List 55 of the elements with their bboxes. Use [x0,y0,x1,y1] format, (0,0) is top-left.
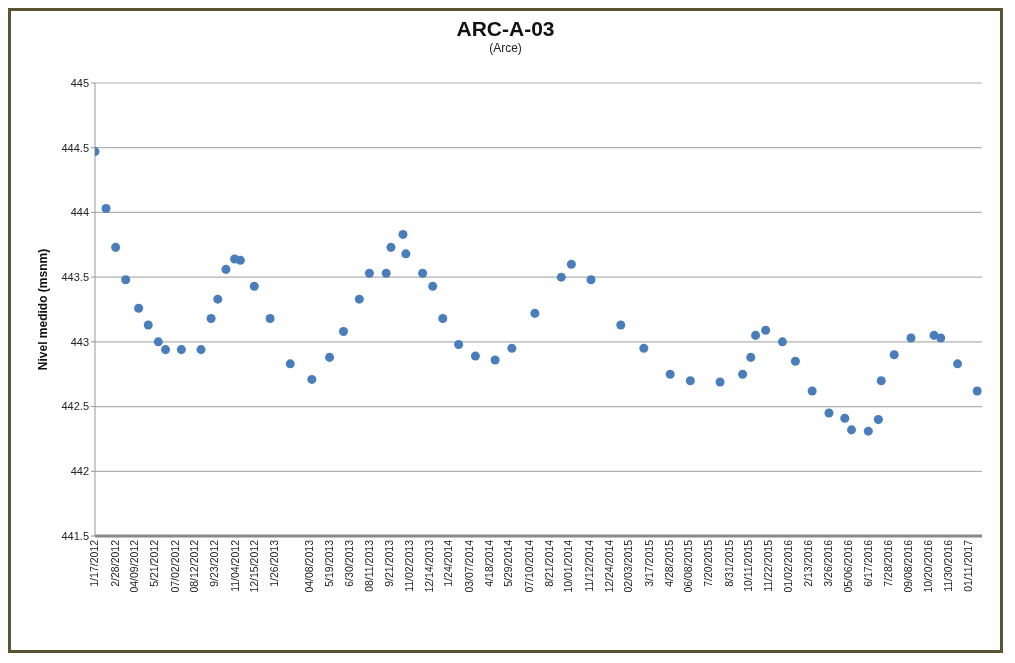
x-tick-label: 8/31/2015 [722,539,735,587]
x-tick-label: 9/23/2012 [208,539,221,587]
y-tick-label: 444.5 [61,141,89,154]
y-tick-label: 441.5 [61,529,89,542]
x-tick-label: 11/02/2013 [402,539,415,592]
y-tick-label: 445 [70,76,89,89]
chart-title: ARC-A-03 [455,17,556,41]
x-tick-label: 5/19/2013 [322,539,335,587]
x-tick-label: 12/24/2014 [602,539,615,593]
x-tick-label: 05/06/2016 [842,539,855,593]
x-tick-label: 5/21/2012 [148,539,161,587]
x-tick-label: 2/13/2016 [802,539,815,587]
x-tick-label: 10/01/2014 [562,539,575,593]
x-tick-label: 5/29/2014 [502,539,515,587]
y-tick-label: 444 [70,206,89,219]
x-tick-label: 08/11/2013 [362,539,375,592]
x-tick-label: 10/20/2016 [922,539,935,593]
y-tick-label: 442 [70,465,89,478]
x-tick-label: 6/30/2013 [342,539,355,587]
x-tick-label: 10/11/2015 [742,539,755,592]
x-tick-label: 04/09/2012 [128,539,141,593]
x-tick-label: 11/30/2016 [941,539,954,592]
x-tick-label: 7/20/2015 [702,539,715,587]
x-tick-label: 09/08/2016 [902,539,915,593]
y-tick-label: 443 [70,335,89,348]
y-axis-title: Nivel medido (msnm) [36,248,51,371]
y-tick-label: 443.5 [61,271,89,284]
chart-subtitle: (Arce) [488,41,523,55]
x-tick-label: 07/10/2014 [522,539,535,593]
x-tick-label: 08/12/2012 [188,539,201,593]
x-tick-label: 12/15/2012 [248,539,261,593]
x-tick-label: 1/17/2012 [88,539,101,587]
x-tick-label: 03/07/2014 [462,539,475,593]
x-tick-label: 04/08/2013 [302,539,315,593]
x-tick-label: 11/04/2012 [228,539,241,592]
x-tick-label: 9/21/2013 [382,539,395,587]
x-tick-label: 1/24/2014 [442,539,455,587]
x-tick-label: 4/18/2014 [482,539,495,587]
x-tick-label: 1/26/2013 [268,539,281,587]
x-tick-label: 01/11/2017 [962,539,975,592]
x-tick-label: 07/02/2012 [168,539,181,593]
x-tick-label: 12/14/2013 [422,539,435,593]
x-tick-label: 6/17/2016 [862,539,875,587]
x-tick-label: 11/22/2015 [762,539,775,592]
x-tick-label: 01/02/2016 [782,539,795,593]
x-tick-label: 11/12/2014 [582,539,595,592]
x-tick-label: 4/28/2015 [662,539,675,587]
x-tick-label: 3/17/2015 [642,539,655,587]
x-tick-label: 3/26/2016 [822,539,835,587]
x-tick-label: 06/08/2015 [682,539,695,593]
x-tick-label: 2/28/2012 [108,539,121,587]
y-tick-label: 442.5 [61,400,89,413]
x-tick-label: 02/03/2015 [622,539,635,593]
x-tick-label: 7/28/2016 [881,539,894,587]
x-tick-label: 8/21/2014 [542,539,555,587]
